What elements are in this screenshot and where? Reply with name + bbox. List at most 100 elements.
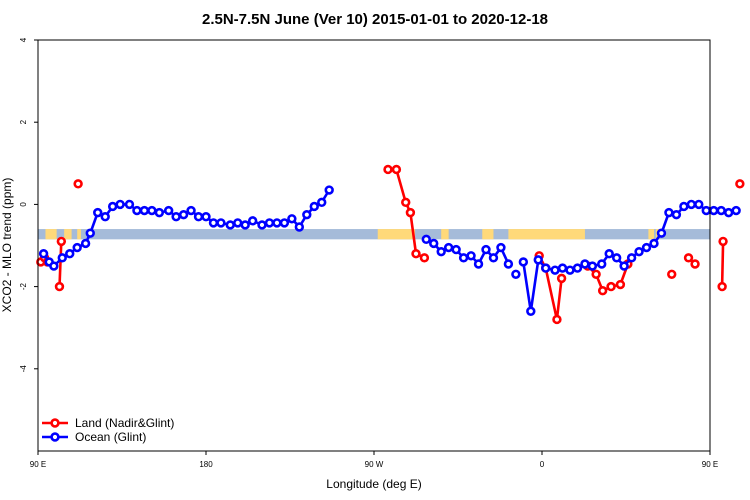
ocean-data-point	[649, 238, 659, 249]
y-tick-label: 2	[19, 119, 28, 124]
ocean-data-point	[147, 205, 157, 216]
ocean-data-point	[279, 218, 290, 228]
land-mass	[45, 229, 57, 240]
ocean-data-point	[709, 205, 719, 216]
land-data-point	[735, 179, 745, 189]
land-data-point	[591, 269, 601, 279]
land-data-point	[552, 314, 562, 325]
ocean-data-point	[723, 207, 734, 218]
ocean-data-point	[429, 238, 439, 249]
land-series-line	[58, 241, 63, 287]
ocean-data-point	[473, 259, 484, 269]
x-tick-label: 90 W	[365, 460, 384, 469]
land-data-point	[401, 197, 411, 208]
x-tick-label: 90 E	[702, 460, 718, 469]
ocean-data-point	[458, 253, 469, 263]
ocean-data-point	[626, 253, 637, 263]
ocean-data-point	[518, 257, 529, 267]
ocean-data-point	[481, 244, 491, 255]
ocean-data-point	[716, 205, 726, 216]
ocean-data-point	[664, 207, 674, 218]
x-tick-label: 180	[199, 460, 213, 469]
ocean-data-point	[240, 220, 250, 230]
land-data-point	[556, 273, 567, 284]
land-data-point	[56, 236, 67, 247]
ocean-data-point	[257, 220, 267, 230]
ocean-data-point	[550, 265, 560, 275]
land-data-point	[54, 281, 65, 292]
ocean-data-point	[503, 259, 514, 269]
map-strip	[38, 229, 710, 240]
ocean-data-point	[80, 238, 91, 249]
ocean-data-point	[701, 205, 711, 216]
land-data-point	[597, 286, 608, 296]
land-data-point	[419, 253, 430, 263]
ocean-data-point	[656, 228, 667, 238]
ocean-data-point	[466, 251, 476, 261]
ocean-data-point	[611, 253, 622, 263]
y-tick-label: 0	[19, 202, 28, 207]
ocean-data-point	[443, 242, 454, 253]
land-mass	[648, 229, 654, 240]
ocean-data-point	[294, 222, 305, 232]
land-data-point	[606, 281, 616, 292]
ocean-data-point	[604, 249, 614, 259]
ocean-data-point	[57, 253, 67, 263]
land-data-point	[667, 269, 677, 279]
land-data-point	[73, 179, 83, 189]
land-data-point	[411, 249, 421, 259]
ocean-data-point	[496, 242, 506, 253]
ocean-data-point	[436, 246, 446, 257]
ocean-data-point	[272, 218, 282, 228]
ocean-data-point	[302, 209, 312, 220]
ocean-data-point	[511, 269, 521, 279]
ocean-data-point	[65, 249, 75, 259]
land-data-point	[383, 164, 393, 175]
x-axis: 90 E 180 90 W 0 90 E	[30, 451, 718, 469]
ocean-data-point	[264, 218, 275, 228]
ocean-data-point	[208, 218, 219, 228]
ocean-data-point	[324, 185, 334, 195]
y-axis: -4 -2 0 2 4	[19, 37, 38, 372]
ocean-data-point	[49, 261, 59, 271]
ocean-data-point	[557, 263, 568, 273]
ocean-data-point	[421, 234, 431, 245]
ocean-data-point	[671, 209, 682, 220]
ocean-series-line	[42, 189, 331, 268]
x-tick-label: 0	[540, 460, 545, 469]
ocean-data-point	[597, 259, 607, 269]
land-mass	[441, 229, 449, 240]
ocean-data-point	[533, 255, 543, 265]
y-tick-label: -4	[19, 365, 28, 373]
ocean-data-point	[193, 212, 204, 222]
ocean-data-point	[225, 220, 235, 230]
land-data-point	[683, 253, 694, 263]
ocean-data-point	[139, 205, 150, 216]
y-axis-label: XCO2 - MLO trend (ppm)	[0, 178, 14, 313]
ocean-data-point	[731, 205, 741, 216]
ocean-data-point	[154, 207, 165, 218]
ocean-data-point	[247, 216, 258, 226]
land-legend-label: Land (Nadir&Glint)	[75, 416, 174, 430]
ocean-data-point	[565, 265, 575, 275]
land-mass	[64, 229, 72, 240]
land-data-point	[391, 164, 402, 175]
land-mass	[377, 229, 416, 240]
ocean-data-point	[85, 228, 95, 238]
ocean-data-point	[686, 199, 697, 210]
ocean-data-point	[163, 205, 174, 216]
ocean-data-point	[115, 199, 125, 210]
ocean-data-point	[186, 205, 196, 216]
ocean-data-point	[679, 201, 689, 212]
ocean-data-point	[572, 263, 583, 273]
ocean-data-point	[488, 253, 499, 263]
chart-title: 2.5N-7.5N June (Ver 10) 2015-01-01 to 20…	[202, 11, 548, 28]
land-data-point	[690, 259, 700, 269]
ocean-data-point	[233, 218, 243, 228]
y-tick-label: -2	[19, 282, 28, 290]
land-data-point	[615, 279, 626, 290]
x-tick-label: 90 E	[30, 460, 46, 469]
ocean-data-point	[580, 259, 590, 269]
land-data-point	[405, 207, 416, 218]
